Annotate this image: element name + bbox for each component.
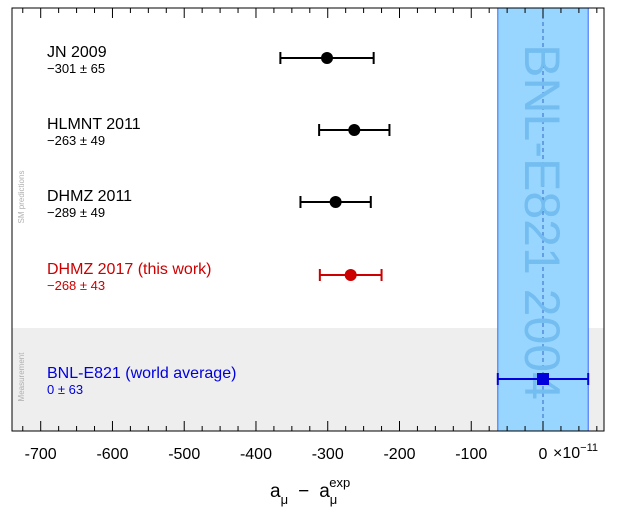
entry-value: −301 ± 65 [47,61,105,76]
entry-name: BNL-E821 (world average) [47,365,236,382]
x-axis-label: aμ − aμexp [270,475,350,507]
entry-name: HLMNT 2011 [47,116,141,133]
section-label-predictions: SM predictions [17,171,26,224]
plot-frame [11,7,605,432]
x-tick-label: 0 [539,446,548,463]
entry-value: −268 ± 43 [47,278,105,293]
reference-band: BNL-E821 2004 [497,8,589,431]
x-tick-label: -100 [455,446,487,463]
x-axis-scale-factor: ×10−11 [553,442,598,462]
entry-name: JN 2009 [47,44,107,61]
entry-name: DHMZ 2011 [47,188,132,205]
entry-labels: JN 2009−301 ± 65 HLMNT 2011−263 ± 49 DHMZ … [47,44,236,397]
x-axis-ticks: -700 -600 -500 -400 -300 -200 -100 0 [22,8,598,463]
data-point [348,124,361,136]
data-point-square [537,373,550,385]
entry-value: 0 ± 63 [47,382,83,397]
x-tick-label: -500 [168,446,200,463]
data-points [279,52,590,385]
x-tick-label: -700 [25,446,57,463]
x-tick-label: -200 [383,446,415,463]
entry-name: DHMZ 2017 (this work) [47,261,211,278]
data-point [344,269,357,281]
entry-value: −289 ± 49 [47,205,105,220]
data-point [329,196,342,208]
section-label-measurement: Measurement [17,352,26,402]
data-point [321,52,334,64]
x-tick-label: -300 [312,446,344,463]
band-label: BNL-E821 2004 [514,44,570,400]
x-tick-label: -600 [96,446,128,463]
x-tick-label: -400 [240,446,272,463]
entry-value: −263 ± 49 [47,133,105,148]
